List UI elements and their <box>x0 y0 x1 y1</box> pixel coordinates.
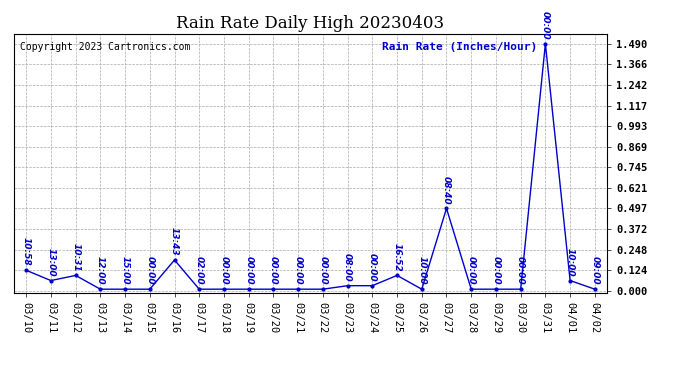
Text: 16:52: 16:52 <box>393 243 402 271</box>
Title: Rain Rate Daily High 20230403: Rain Rate Daily High 20230403 <box>177 15 444 32</box>
Text: 10:31: 10:31 <box>71 243 80 271</box>
Text: 13:43: 13:43 <box>170 227 179 256</box>
Text: 00:00: 00:00 <box>466 256 475 285</box>
Text: 00:00: 00:00 <box>269 256 278 285</box>
Text: 08:40: 08:40 <box>442 176 451 204</box>
Text: 00:00: 00:00 <box>244 256 253 285</box>
Text: 08:00: 08:00 <box>343 253 352 282</box>
Text: 09:00: 09:00 <box>591 256 600 285</box>
Text: 15:00: 15:00 <box>121 256 130 285</box>
Text: 00:00: 00:00 <box>146 256 155 285</box>
Text: 10:00: 10:00 <box>417 256 426 285</box>
Text: 10:00: 10:00 <box>566 248 575 276</box>
Text: 00:00: 00:00 <box>491 256 500 285</box>
Text: 00:00: 00:00 <box>318 256 327 285</box>
Text: 00:00: 00:00 <box>368 253 377 282</box>
Text: 02:00: 02:00 <box>195 256 204 285</box>
Text: 00:00: 00:00 <box>541 11 550 39</box>
Text: 10:58: 10:58 <box>21 237 30 266</box>
Text: 13:00: 13:00 <box>46 248 55 276</box>
Text: 00:00: 00:00 <box>516 256 525 285</box>
Text: Copyright 2023 Cartronics.com: Copyright 2023 Cartronics.com <box>20 42 190 51</box>
Text: 00:00: 00:00 <box>294 256 303 285</box>
Text: Rain Rate (Inches/Hour): Rain Rate (Inches/Hour) <box>382 42 537 51</box>
Text: 12:00: 12:00 <box>96 256 105 285</box>
Text: 00:00: 00:00 <box>219 256 228 285</box>
